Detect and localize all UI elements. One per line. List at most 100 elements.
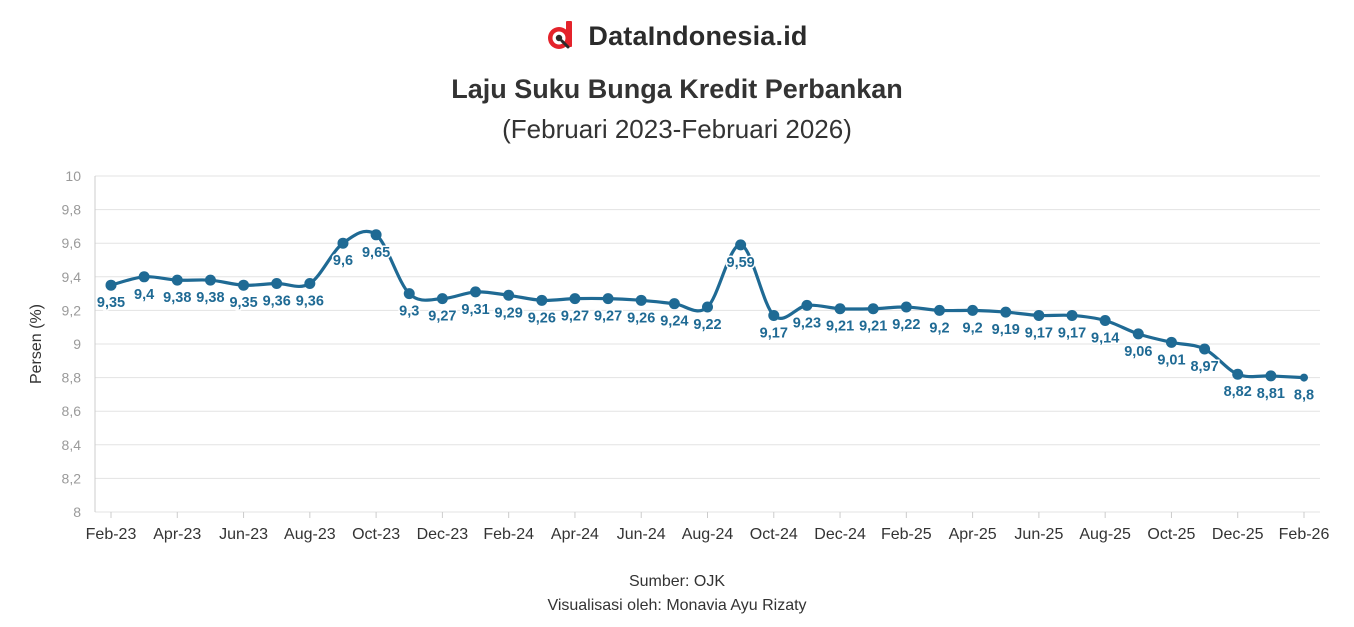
x-tick-label: Dec-24 (814, 526, 866, 543)
data-point (1099, 314, 1111, 326)
data-point (735, 239, 747, 251)
x-tick-label: Feb-25 (881, 526, 932, 543)
data-label: 9,65 (362, 245, 390, 261)
data-point (768, 309, 780, 321)
x-tick-label: Apr-24 (551, 526, 599, 543)
data-point (337, 237, 349, 249)
x-tick-label: Aug-24 (682, 526, 734, 543)
x-tick-label: Jun-24 (617, 526, 666, 543)
data-point (503, 289, 515, 301)
data-point (702, 301, 713, 313)
data-point (138, 271, 150, 283)
data-point (900, 301, 912, 313)
data-label: 9,26 (627, 310, 655, 326)
data-point (1300, 373, 1308, 382)
data-label: 9,21 (826, 319, 854, 335)
data-label: 8,8 (1294, 388, 1314, 404)
data-label: 9,24 (660, 314, 688, 330)
x-tick-label: Jun-23 (219, 526, 268, 543)
y-tick-label: 8,2 (62, 470, 82, 486)
y-tick-label: 8,6 (62, 403, 82, 419)
x-tick-label: Oct-24 (750, 526, 798, 543)
brand-name: DataIndonesia.id (588, 20, 808, 51)
chart-subtitle: (Februari 2023-Februari 2026) (502, 114, 852, 144)
y-tick-label: 9 (73, 336, 81, 352)
data-point (1165, 336, 1177, 348)
data-label: 9,31 (461, 302, 489, 318)
x-tick-label: Feb-26 (1279, 526, 1330, 543)
data-point (1000, 306, 1012, 318)
data-label: 9,35 (97, 295, 125, 311)
source-note: Sumber: OJK (628, 573, 726, 590)
x-tick-label: Dec-25 (1212, 526, 1264, 543)
y-axis-label: Persen (%) (28, 304, 45, 384)
data-point (105, 279, 117, 291)
data-point (238, 279, 250, 291)
x-tick-label: Oct-25 (1147, 526, 1195, 543)
y-tick-label: 9,2 (62, 302, 82, 318)
data-point (668, 298, 680, 310)
data-point (370, 229, 382, 241)
data-point (602, 293, 614, 305)
brand-header: DataIndonesia.id (0, 20, 1354, 52)
data-point (1066, 309, 1078, 321)
data-point (867, 303, 879, 315)
data-point (470, 286, 482, 298)
data-label: 9,29 (495, 305, 523, 321)
data-label: 9,35 (229, 295, 257, 311)
x-tick-label: Feb-23 (86, 526, 137, 543)
data-label: 9,36 (263, 294, 291, 310)
data-label: 9,22 (693, 317, 721, 333)
y-tick-label: 9,8 (62, 202, 82, 218)
data-point (171, 274, 183, 286)
data-point (204, 274, 216, 286)
data-point (403, 288, 415, 300)
data-point (1265, 370, 1277, 382)
y-tick-label: 9,4 (62, 269, 82, 285)
data-point (1199, 343, 1211, 355)
y-tick-label: 8 (73, 504, 81, 520)
data-point (436, 293, 448, 305)
data-label: 9,2 (963, 320, 983, 336)
data-point (271, 278, 283, 290)
data-label: 9,19 (992, 322, 1020, 338)
data-label: 9,27 (594, 309, 622, 325)
data-label: 9,17 (1025, 325, 1053, 341)
data-label: 9,01 (1157, 352, 1185, 368)
data-label: 9,22 (892, 317, 920, 333)
data-label: 8,97 (1190, 359, 1218, 375)
data-label: 9,6 (333, 253, 353, 269)
data-label: 9,4 (134, 287, 154, 303)
data-label: 9,38 (196, 290, 224, 306)
data-point (933, 304, 945, 316)
data-point (304, 278, 316, 290)
data-label: 9,36 (296, 294, 324, 310)
credit-note: Visualisasi oleh: Monavia Ayu Rizaty (547, 597, 807, 614)
data-label: 9,17 (760, 325, 788, 341)
data-label: 9,23 (793, 315, 821, 331)
x-tick-label: Oct-23 (352, 526, 400, 543)
data-label: 9,59 (727, 255, 755, 271)
data-label: 9,27 (561, 309, 589, 325)
data-label: 9,27 (428, 309, 456, 325)
data-label: 8,81 (1257, 386, 1285, 402)
data-point (834, 303, 846, 315)
data-point (1232, 368, 1244, 380)
data-label: 9,2 (929, 320, 949, 336)
y-tick-label: 9,6 (62, 235, 82, 251)
data-point (569, 293, 581, 305)
y-tick-label: 8,4 (62, 437, 82, 453)
data-label: 9,14 (1091, 330, 1119, 346)
data-point (1033, 309, 1045, 321)
data-label: 9,38 (163, 290, 191, 306)
dataindonesia-logo-icon (548, 21, 573, 49)
x-tick-label: Aug-23 (284, 526, 336, 543)
data-point (801, 299, 813, 311)
x-tick-label: Aug-25 (1079, 526, 1131, 543)
data-label: 8,82 (1224, 384, 1252, 400)
data-label: 9,06 (1124, 344, 1152, 360)
data-point (536, 294, 548, 306)
y-tick-label: 8,8 (62, 370, 82, 386)
x-tick-label: Feb-24 (483, 526, 534, 543)
data-label: 9,21 (859, 319, 887, 335)
